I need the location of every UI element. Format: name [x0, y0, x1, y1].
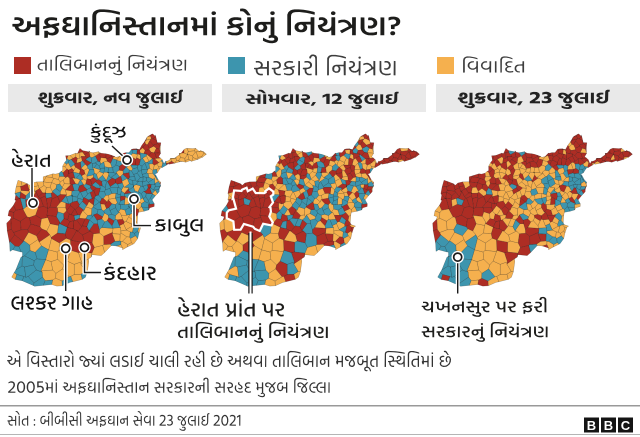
- svg-text:B: B: [604, 418, 613, 433]
- svg-text:B: B: [587, 418, 596, 433]
- svg-text:C: C: [621, 418, 631, 433]
